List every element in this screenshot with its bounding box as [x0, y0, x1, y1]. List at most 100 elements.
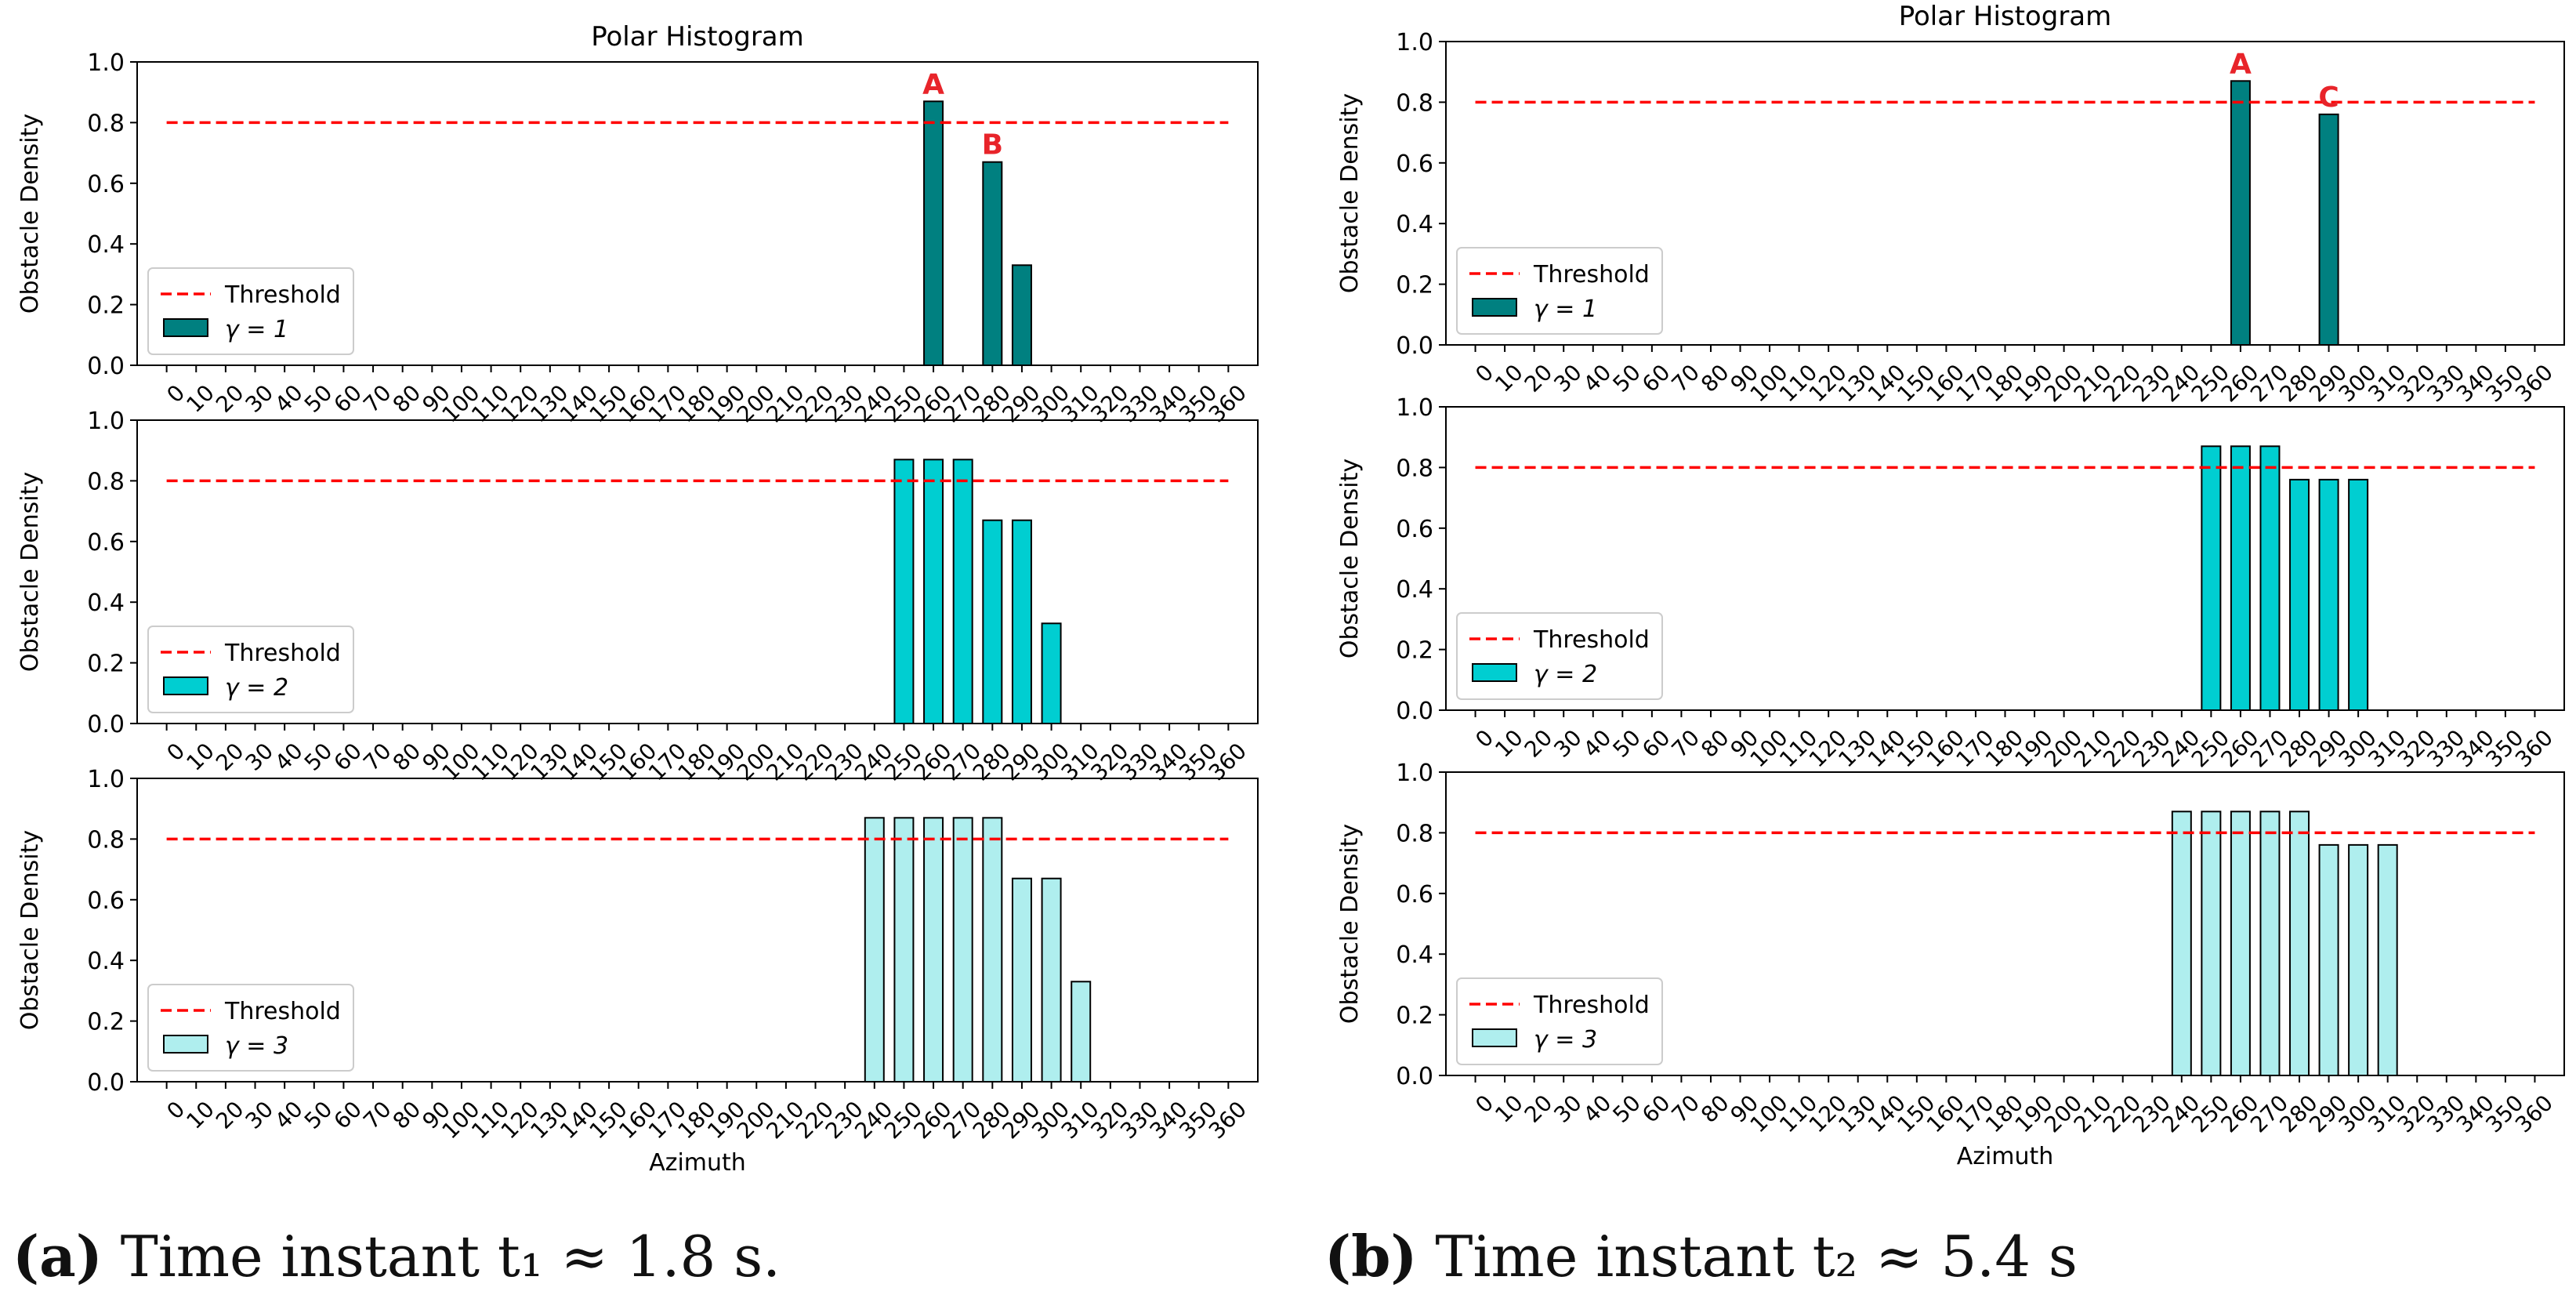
- bar-a-sub3-240: [864, 817, 885, 1083]
- y-tick-label: 1.0: [87, 49, 125, 77]
- y-tick-label: 0.8: [87, 110, 125, 137]
- legend-gamma-label: γ = 1: [225, 316, 288, 343]
- y-tick-label: 1.0: [1396, 760, 1433, 787]
- y-tick-label: 0.6: [87, 887, 125, 915]
- y-tick-label: 0.2: [1396, 637, 1433, 665]
- legend-gamma-swatch: [1472, 1028, 1517, 1047]
- bar-a-sub3-250: [893, 817, 915, 1083]
- caption-b: (b) Time instant t₂ ≈ 5.4 s: [1324, 1223, 2078, 1289]
- y-tick-label: 0.6: [1396, 151, 1433, 178]
- y-tick-label: 1.0: [1396, 394, 1433, 422]
- legend-threshold-label: Threshold: [1533, 261, 1650, 288]
- bar-a-sub2-290: [1011, 519, 1032, 725]
- chart-title-b: Polar Histogram: [1899, 1, 2112, 32]
- bar-b-sub2-250: [2201, 445, 2222, 711]
- y-axis-label: Obstacle Density: [16, 114, 44, 314]
- bar-b-sub1-290: [2318, 113, 2339, 346]
- caption-a-text: Time instant t₁ ≈ 1.8 s.: [120, 1224, 781, 1289]
- legend-threshold-label: Threshold: [1533, 626, 1650, 654]
- y-tick-label: 0.2: [87, 292, 125, 320]
- y-tick-label: 0.6: [1396, 516, 1433, 543]
- legend-gamma-swatch: [163, 318, 208, 337]
- bar-b-sub2-300: [2348, 478, 2369, 711]
- bar-b-sub3-240: [2171, 811, 2192, 1077]
- y-axis-label: Obstacle Density: [16, 830, 44, 1030]
- annotation-C: C: [2318, 82, 2339, 114]
- annotation-B: B: [982, 129, 1003, 161]
- y-tick-label: 0.8: [87, 826, 125, 854]
- bar-a-sub2-300: [1041, 622, 1062, 724]
- y-tick-label: 0.4: [1396, 211, 1433, 238]
- caption-a-label: (a): [13, 1223, 103, 1289]
- y-tick-label: 0.0: [1396, 332, 1433, 360]
- y-axis-label: Obstacle Density: [1336, 824, 1364, 1024]
- y-tick-label: 0.2: [1396, 272, 1433, 299]
- bar-b-sub2-260: [2230, 445, 2251, 711]
- bar-a-sub2-250: [893, 459, 915, 724]
- bar-a-sub2-260: [923, 459, 944, 724]
- bar-a-sub3-270: [952, 817, 973, 1083]
- caption-b-label: (b): [1324, 1223, 1418, 1289]
- caption-a: (a) Time instant t₁ ≈ 1.8 s.: [13, 1223, 781, 1289]
- y-axis-label: Obstacle Density: [1336, 459, 1364, 658]
- y-tick-label: 0.2: [87, 651, 125, 678]
- legend-threshold-label: Threshold: [224, 281, 341, 309]
- y-tick-label: 0.4: [87, 589, 125, 617]
- x-axis-label-a: Azimuth: [649, 1149, 746, 1177]
- legend-threshold-label: Threshold: [224, 998, 341, 1025]
- bar-a-sub3-290: [1011, 877, 1032, 1083]
- y-tick-label: 0.8: [1396, 455, 1433, 482]
- bar-a-sub3-300: [1041, 877, 1062, 1083]
- caption-b-text: Time instant t₂ ≈ 5.4 s: [1435, 1224, 2078, 1289]
- y-tick-label: 0.6: [87, 171, 125, 198]
- bar-a-sub3-280: [982, 817, 1003, 1083]
- bar-a-sub2-270: [952, 459, 973, 724]
- bar-b-sub1-260: [2230, 80, 2251, 346]
- y-tick-label: 0.0: [1396, 698, 1433, 725]
- legend-gamma-label: γ = 1: [1534, 296, 1597, 323]
- annotation-A: A: [922, 68, 944, 100]
- y-tick-label: 0.0: [87, 353, 125, 380]
- bar-b-sub3-290: [2318, 843, 2339, 1076]
- bar-b-sub2-270: [2259, 445, 2281, 711]
- y-tick-label: 0.0: [87, 1069, 125, 1097]
- bar-b-sub3-270: [2259, 811, 2281, 1077]
- y-tick-label: 1.0: [87, 408, 125, 435]
- y-tick-label: 0.2: [1396, 1003, 1433, 1030]
- y-tick-label: 0.0: [87, 711, 125, 738]
- bar-a-sub3-310: [1071, 981, 1092, 1083]
- bar-a-sub1-260: [923, 100, 944, 366]
- bar-b-sub3-260: [2230, 811, 2251, 1077]
- bar-b-sub3-280: [2289, 811, 2310, 1077]
- y-tick-label: 0.8: [1396, 820, 1433, 847]
- y-tick-label: 0.4: [1396, 576, 1433, 604]
- y-tick-label: 0.6: [1396, 881, 1433, 908]
- y-axis-label: Obstacle Density: [16, 472, 44, 672]
- y-tick-label: 0.2: [87, 1009, 125, 1036]
- bar-b-sub3-310: [2377, 843, 2398, 1076]
- legend-gamma-label: γ = 2: [225, 674, 288, 702]
- y-tick-label: 0.8: [87, 468, 125, 495]
- legend-gamma-swatch: [163, 1035, 208, 1054]
- legend-gamma-label: γ = 2: [1534, 661, 1597, 688]
- legend-gamma-swatch: [163, 676, 208, 695]
- legend-gamma-label: γ = 3: [225, 1032, 288, 1060]
- bar-a-sub1-280: [982, 161, 1003, 367]
- y-tick-label: 0.0: [1396, 1063, 1433, 1090]
- legend-threshold-label: Threshold: [1533, 992, 1650, 1019]
- y-tick-label: 0.4: [1396, 941, 1433, 969]
- chart-title-a: Polar Histogram: [591, 21, 804, 53]
- y-axis-label: Obstacle Density: [1336, 93, 1364, 293]
- y-tick-label: 1.0: [1396, 29, 1433, 56]
- bar-b-sub2-290: [2318, 478, 2339, 711]
- bar-b-sub2-280: [2289, 478, 2310, 711]
- bar-a-sub3-260: [923, 817, 944, 1083]
- bar-b-sub3-300: [2348, 843, 2369, 1076]
- bar-a-sub1-290: [1011, 264, 1032, 367]
- bar-a-sub2-280: [982, 519, 1003, 725]
- legend-threshold-label: Threshold: [224, 640, 341, 667]
- y-tick-label: 1.0: [87, 766, 125, 793]
- y-tick-label: 0.6: [87, 529, 125, 557]
- legend-gamma-swatch: [1472, 663, 1517, 682]
- y-tick-label: 0.8: [1396, 89, 1433, 117]
